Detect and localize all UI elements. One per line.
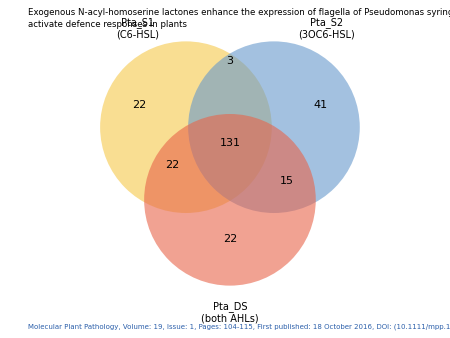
Text: Pta_S2
(3OC6-HSL): Pta_S2 (3OC6-HSL) (298, 17, 355, 40)
Text: Pta_S1
(C6-HSL): Pta_S1 (C6-HSL) (116, 17, 159, 40)
Text: 131: 131 (220, 138, 240, 148)
Text: 3: 3 (226, 56, 234, 66)
Circle shape (100, 41, 272, 213)
Circle shape (144, 114, 316, 286)
Text: Molecular Plant Pathology, Volume: 19, Issue: 1, Pages: 104-115, First published: Molecular Plant Pathology, Volume: 19, I… (27, 323, 450, 330)
Text: 41: 41 (313, 100, 327, 110)
Text: 15: 15 (280, 176, 294, 186)
Text: 22: 22 (223, 235, 237, 244)
Circle shape (188, 41, 360, 213)
Text: Exogenous N-acyl-homoserine lactones enhance the expression of flagella of Pseud: Exogenous N-acyl-homoserine lactones enh… (27, 8, 450, 28)
Text: Pta_DS
(both AHLs): Pta_DS (both AHLs) (201, 301, 259, 323)
Text: 22: 22 (133, 100, 147, 110)
Text: 22: 22 (166, 160, 180, 170)
